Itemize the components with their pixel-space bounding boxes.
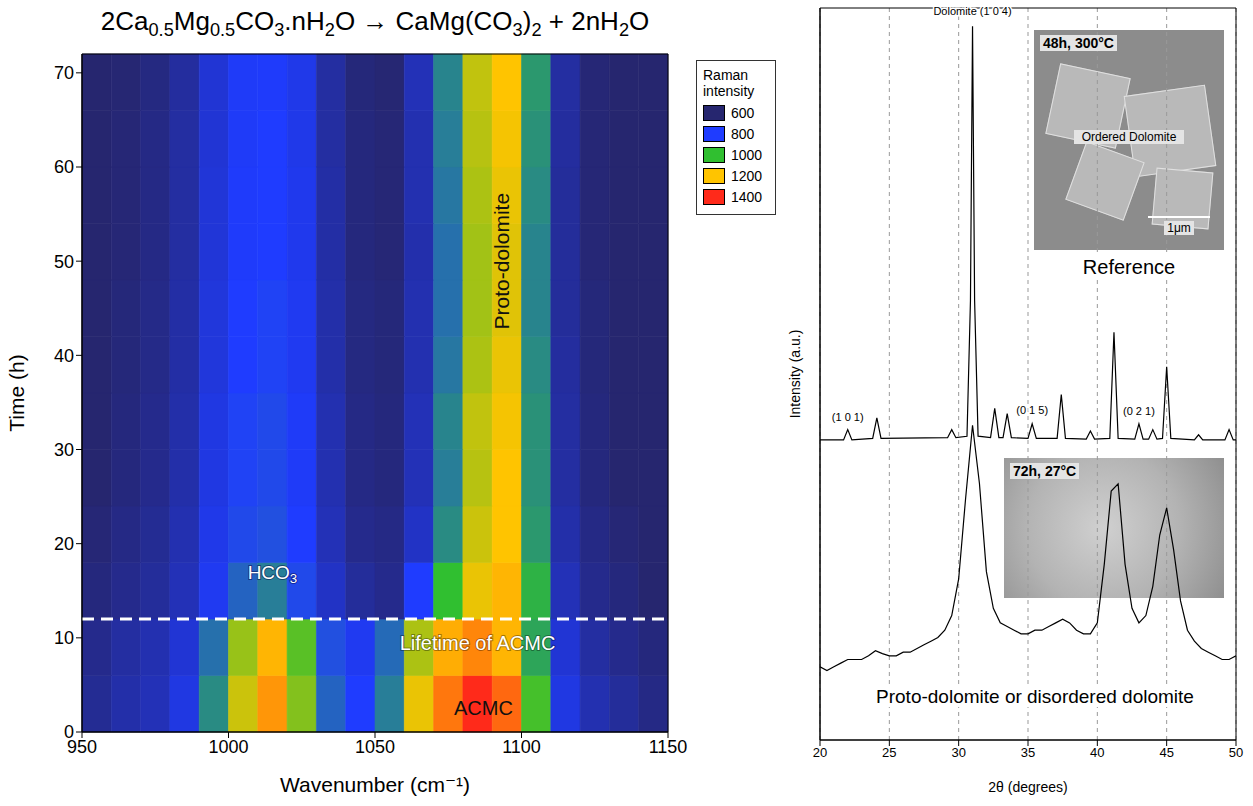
svg-text:950: 950: [67, 736, 97, 757]
svg-text:Proto-dolomite: Proto-dolomite: [489, 193, 512, 330]
svg-text:40: 40: [54, 346, 74, 366]
svg-text:Lifetime of ACMC: Lifetime of ACMC: [400, 632, 556, 654]
html-text:2 Ca0.5Mg0.5CO3.nH2O → CaMg(CO: 2 Ca0.5Mg0.5CO3.nH2O → CaMg(CO3)2+ 2 nH2…: [100, 6, 650, 41]
svg-text:(1 0 1): (1 0 1): [832, 411, 864, 423]
svg-text:0: 0: [64, 722, 74, 742]
html-text:600: 600: [731, 105, 755, 121]
svg-text:25: 25: [882, 745, 896, 760]
html-text:Ordered Dolomite: Ordered Dolomite: [1081, 130, 1177, 144]
svg-text:20: 20: [813, 745, 827, 760]
html-text:Proto-dolomite or disordered d: Proto-dolomite or disordered dolomite: [876, 686, 1194, 707]
svg-text:Wavenumber (cm⁻¹): Wavenumber (cm⁻¹): [280, 773, 470, 796]
svg-text:30: 30: [54, 440, 74, 460]
html-text:1000: 1000: [731, 147, 763, 163]
svg-text:40: 40: [1090, 745, 1104, 760]
svg-text:50: 50: [54, 252, 74, 272]
svg-text:HCO3: HCO3: [248, 561, 298, 585]
html-text:Reference: Reference: [1082, 256, 1176, 278]
html-text:1400: 1400: [731, 189, 763, 205]
svg-text:Dolomite (1 0 4): Dolomite (1 0 4): [933, 5, 1011, 17]
html-text:Raman intensity: Raman intensity: [703, 67, 755, 99]
svg-text:1000: 1000: [208, 737, 248, 757]
svg-text:(0 2 1): (0 2 1): [1123, 405, 1155, 417]
svg-text:50: 50: [1229, 745, 1243, 760]
svg-text:10: 10: [54, 628, 74, 648]
svg-text:Intensity (a.u.): Intensity (a.u.): [787, 330, 803, 419]
html-text:1200: 1200: [731, 168, 763, 184]
svg-text:1150: 1150: [649, 737, 688, 757]
svg-text:1050: 1050: [355, 737, 395, 757]
svg-text:2θ (degrees): 2θ (degrees): [988, 779, 1067, 795]
svg-text:(0 1 5): (0 1 5): [1016, 404, 1048, 416]
html-text:72h, 27°C: 72h, 27°C: [1013, 463, 1077, 479]
svg-text:45: 45: [1159, 745, 1173, 760]
svg-text:70: 70: [54, 63, 74, 83]
svg-text:ACMC: ACMC: [454, 697, 513, 719]
svg-text:Time (h): Time (h): [5, 354, 28, 431]
html-text:800: 800: [731, 126, 755, 142]
svg-text:30: 30: [951, 745, 965, 760]
svg-text:60: 60: [54, 157, 74, 177]
html-text:48h, 300°C: 48h, 300°C: [1043, 35, 1114, 51]
svg-text:35: 35: [1021, 745, 1035, 760]
svg-text:1100: 1100: [502, 737, 541, 757]
html-text:1μm: 1μm: [1167, 221, 1191, 235]
svg-text:20: 20: [54, 534, 74, 554]
